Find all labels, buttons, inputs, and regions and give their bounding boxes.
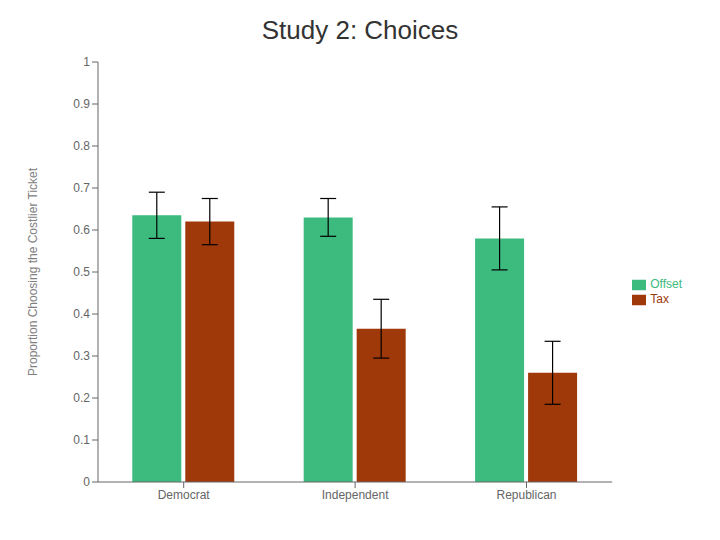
html-text:Offset: Offset	[650, 277, 682, 292]
html-text:Study 2: Choices: Study 2: Choices	[261, 15, 459, 45]
svg-text:0.8: 0.8	[73, 139, 90, 153]
svg-text:1: 1	[83, 55, 90, 69]
svg-text:Republican: Republican	[496, 488, 556, 502]
svg-text:0.7: 0.7	[73, 181, 90, 195]
html-text:Tax: Tax	[650, 292, 669, 306]
svg-text:Independent: Independent	[322, 488, 389, 502]
svg-text:Proportion Choosing the Costli: Proportion Choosing the Costlier Ticket	[26, 167, 40, 376]
svg-text:0.1: 0.1	[73, 433, 90, 447]
svg-text:0.4: 0.4	[73, 307, 90, 321]
svg-text:0.9: 0.9	[73, 97, 90, 111]
svg-text:0.3: 0.3	[73, 349, 90, 363]
svg-text:0: 0	[83, 475, 90, 489]
svg-text:Democrat: Democrat	[158, 488, 211, 502]
svg-text:0.5: 0.5	[73, 265, 90, 279]
svg-text:0.2: 0.2	[73, 391, 90, 405]
svg-text:0.6: 0.6	[73, 223, 90, 237]
